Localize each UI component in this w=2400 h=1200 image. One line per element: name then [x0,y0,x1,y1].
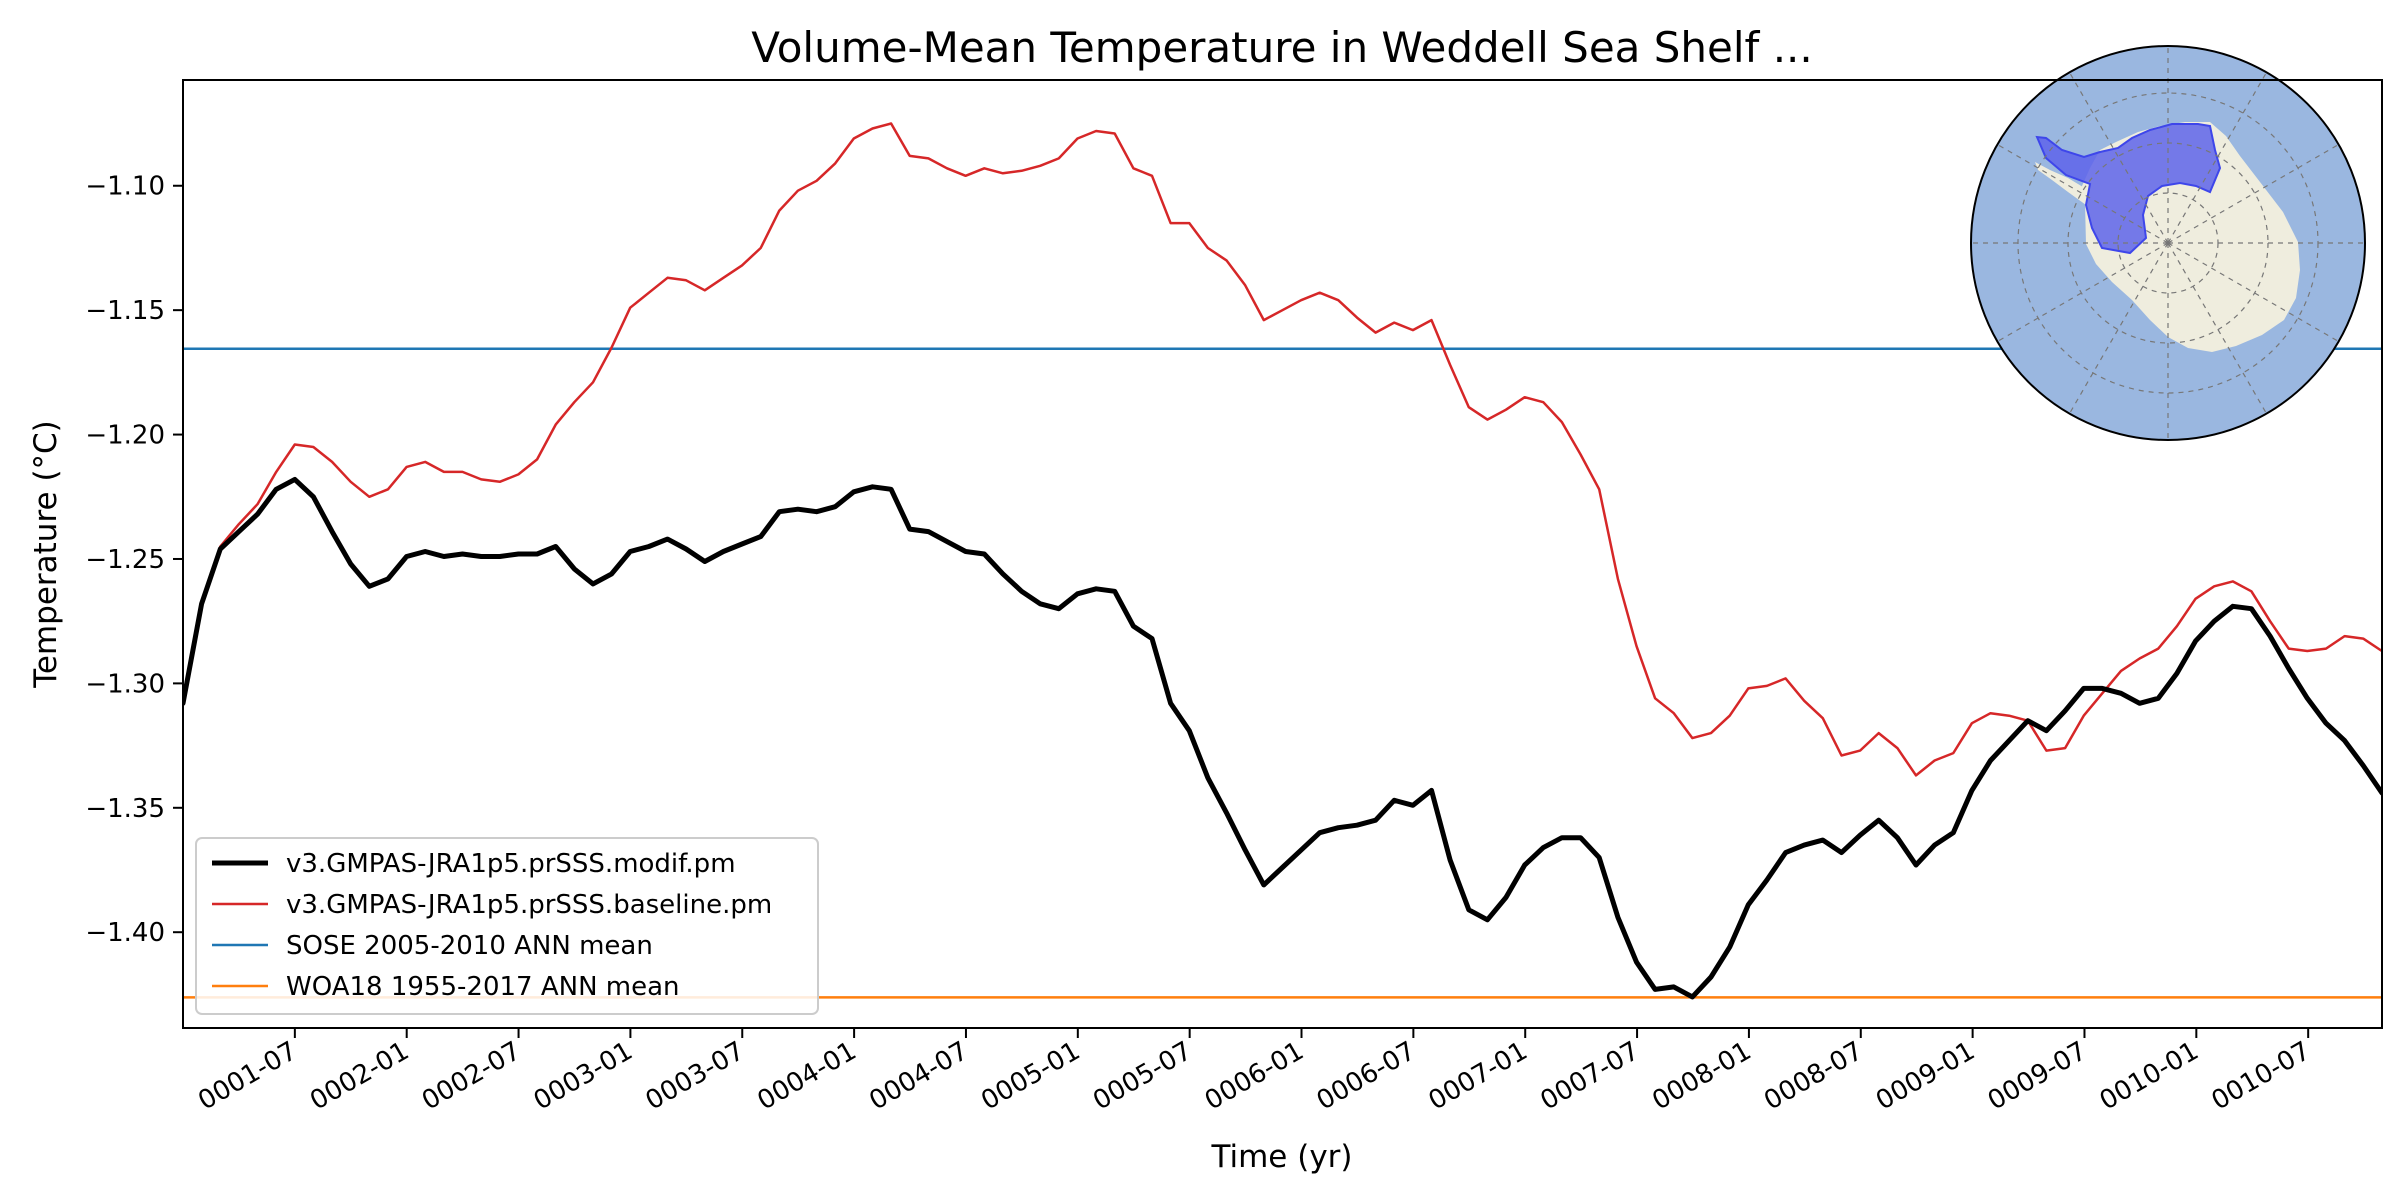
y-tick-label: −1.15 [85,296,165,326]
legend-frame [195,837,819,1015]
map-graticule [1971,46,2365,440]
legend-label-baseline: v3.GMPAS-JRA1p5.prSSS.baseline.pm [286,890,772,920]
series-line-modif [183,476,2382,1000]
legend: v3.GMPAS-JRA1p5.prSSS.modif.pm v3.GMPAS-… [195,837,819,1015]
chart-title: Volume-Mean Temperature in Weddell Sea S… [751,23,1813,72]
legend-label-woa18: WOA18 1955-2017 ANN mean [286,972,680,1002]
y-axis: −1.10 −1.15 −1.20 −1.25 −1.30 −1.35 −1.40 [85,172,183,948]
x-axis-label: Time (yr) [1211,1139,1353,1175]
graticule-meridian [2167,242,2342,344]
y-tick-label: −1.30 [85,669,165,699]
y-tick-label: −1.35 [85,794,165,824]
graticule-meridian [1994,242,2169,344]
legend-label-sose: SOSE 2005-2010 ANN mean [286,931,653,961]
graticule-meridian [1994,142,2169,244]
plot-frame [182,79,2383,1029]
y-tick-label: −1.10 [85,172,165,202]
graticule-meridian [2167,69,2269,244]
graticule-meridian [2067,69,2169,244]
map-weddell-region [2035,123,2222,255]
graticule-meridian [2167,142,2342,244]
inset-polar-map [1970,45,2366,441]
legend-label-modif: v3.GMPAS-JRA1p5.prSSS.modif.pm [286,849,736,879]
y-tick-label: −1.25 [85,545,165,575]
map-antarctic-peninsula [2035,162,2088,205]
y-axis-label: Temperature (°C) [28,420,64,689]
y-tick-label: −1.40 [85,918,165,948]
y-tick-label: −1.20 [85,421,165,451]
graticule-meridian [2067,242,2169,417]
series-line-baseline [183,122,2382,777]
map-border [1970,45,2366,441]
graticule-meridian [2167,242,2269,417]
